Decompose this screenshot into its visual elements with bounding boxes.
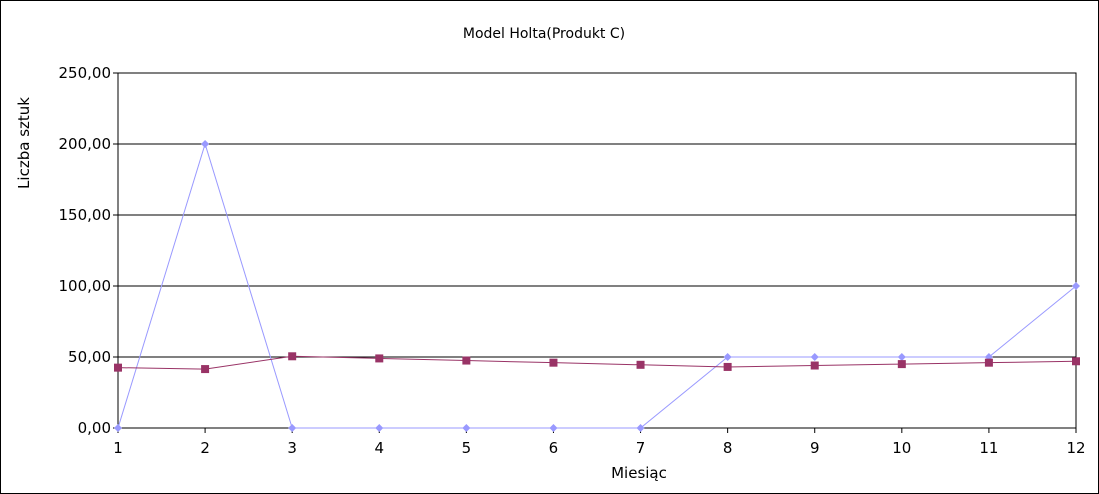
series-2-point-2 [201,365,210,374]
series-2-point-6 [549,358,558,367]
series-2-line [117,355,1077,370]
y-tick-label-4: 200,00 [59,135,112,153]
chart-title: Model Holta(Produkt C) [463,26,625,42]
series-1-point-9 [810,353,819,361]
x-tick-label-1: 1 [113,439,123,457]
plot-area [117,72,1077,429]
x-axis-title: Miesiąc [611,464,667,482]
series-1-point-10 [897,353,906,361]
series-1-point-12 [1072,282,1080,290]
series-1-point-8 [723,353,732,361]
x-tick-label-12: 12 [1066,439,1085,457]
x-tick-label-4: 4 [374,439,384,457]
series-1-point-7 [636,424,645,432]
series-2-point-10 [897,360,906,369]
series-2-point-4 [375,354,384,363]
series-2-point-3 [288,352,297,361]
y-tick-label-2: 100,00 [59,277,112,295]
series-2-point-8 [723,362,732,371]
series-2-point-7 [636,360,645,369]
y-axis: 0,00 50,00 100,00 150,00 200,00 250,00 [59,64,118,437]
x-tick-label-10: 10 [892,439,911,457]
series-1-point-2 [201,140,210,148]
series-layer [114,140,1080,432]
x-axis: 1 2 3 4 5 6 7 8 9 10 11 12 [113,428,1086,457]
x-tick-label-7: 7 [636,439,646,457]
series-1-point-5 [462,424,471,432]
series-2-point-9 [810,361,819,370]
series-2-point-5 [462,356,471,365]
gridlines [118,72,1076,358]
series-1-point-4 [375,424,384,432]
x-tick-label-5: 5 [462,439,472,457]
x-tick-label-11: 11 [979,439,998,457]
x-tick-label-2: 2 [200,439,210,457]
series-2-point-12 [1072,357,1080,366]
series-1-point-3 [288,424,297,432]
y-tick-label-0: 0,00 [78,419,111,437]
x-tick-label-6: 6 [549,439,559,457]
y-tick-label-5: 250,00 [59,64,112,82]
y-tick-label-1: 50,00 [68,348,111,366]
series-1-point-6 [549,424,558,432]
x-tick-label-9: 9 [810,439,820,457]
y-tick-label-3: 150,00 [59,206,112,224]
series-2-point-1 [114,363,122,372]
x-tick-label-3: 3 [287,439,297,457]
series-2-point-11 [984,358,993,367]
y-axis-title: Liczba sztuk [15,97,33,189]
series-1-line [117,142,1077,429]
x-tick-label-8: 8 [723,439,733,457]
series-1-point-1 [114,424,122,432]
